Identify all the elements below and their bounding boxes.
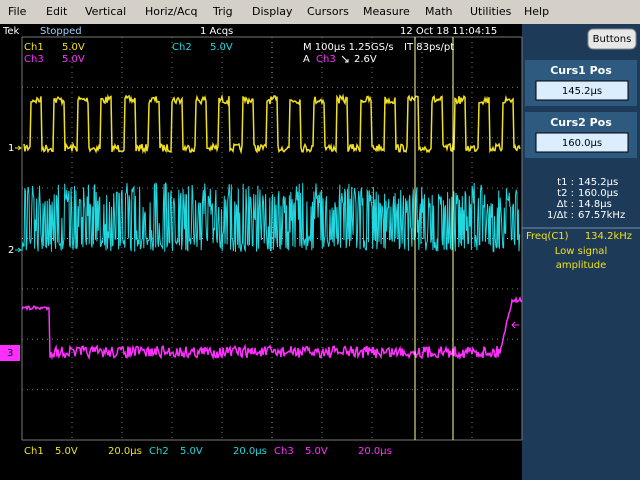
buttons-label[interactable]: Buttons (593, 34, 632, 45)
ch2-scale: 5.0V (210, 42, 233, 53)
ch1-marker: 1 (8, 143, 14, 154)
ch3-waveform (21, 295, 523, 361)
channel-label: Ch1 (24, 446, 44, 457)
acquisitions: 1 Acqs (200, 26, 233, 37)
cursor2-field[interactable] (535, 132, 629, 153)
channel-label: Ch2 (149, 446, 169, 457)
menu-item[interactable]: Edit (46, 5, 68, 18)
menu-item[interactable]: Measure (363, 5, 410, 18)
readout-label: 1/Δt : (547, 210, 574, 221)
channel-time: 20.0µs (358, 446, 392, 457)
ch2-label: Ch2 (172, 42, 192, 53)
channel-time: 20.0µs (108, 446, 142, 457)
freq-note: Low signal (555, 246, 607, 257)
ch3-marker: 3 (7, 348, 13, 359)
readout-value: 145.2µs (578, 177, 618, 188)
readout-value: 67.57kHz (578, 210, 625, 221)
ch2-marker: 2 (8, 245, 14, 256)
timebase: M 100µs 1.25GS/s (303, 42, 394, 53)
readout-label: t1 : (557, 177, 574, 188)
readout-label: t2 : (557, 188, 574, 199)
channel-scale: 5.0V (55, 446, 78, 457)
readout-value: 160.0µs (578, 188, 618, 199)
readout-value: 14.8µs (578, 199, 612, 210)
cursor1-field[interactable] (535, 80, 629, 101)
ch2-arrow (15, 247, 22, 253)
cursor2-value: 160.0µs (562, 138, 602, 149)
freq-value: 134.2kHz (585, 231, 632, 242)
channel-label: Ch3 (274, 446, 294, 457)
menu-bar (0, 0, 640, 24)
menu-item[interactable]: Trig (212, 5, 233, 18)
channel-time: 20.0µs (233, 446, 267, 457)
menu-item[interactable]: Display (252, 5, 293, 18)
resolution: IT 83ps/pt (404, 42, 454, 53)
channel-scale: 5.0V (180, 446, 203, 457)
cursor2-label: Curs2 Pos (550, 116, 612, 129)
channel-scale: 5.0V (305, 446, 328, 457)
status-bar (0, 24, 640, 37)
ch1-waveform (23, 93, 521, 155)
ch3-scale: 5.0V (62, 54, 85, 65)
cursor1-label: Curs1 Pos (550, 64, 612, 77)
menu-item[interactable]: Vertical (85, 5, 126, 18)
buttons-button[interactable] (587, 28, 637, 50)
ch2-waveform (21, 181, 521, 253)
ch3-label: Ch3 (24, 54, 44, 65)
trigger-mode: A (303, 54, 310, 65)
readout-label: Δt : (557, 199, 574, 210)
ch1-label: Ch1 (24, 42, 44, 53)
trigger-slope-icon (341, 55, 349, 63)
menu: File Edit Vertical Horiz/Acq Trig Display Curs… (8, 5, 549, 18)
menu-item[interactable]: Cursors (307, 5, 349, 18)
graticule (21, 36, 523, 441)
freq-note: amplitude (556, 260, 607, 271)
menu-item[interactable]: File (8, 5, 27, 18)
menu-item[interactable]: Help (524, 5, 549, 18)
brand: Tek (2, 26, 20, 37)
channel-summary: Ch1 5.0V 20.0µs Ch2 5.0V 20.0µs Ch3 5.0V 20.0µs (24, 446, 392, 457)
ch1-arrow (15, 145, 22, 151)
trigger-level: 2.6V (354, 54, 377, 65)
menu-item[interactable]: Math (425, 5, 453, 18)
waveforms (21, 93, 523, 361)
run-state: Stopped (40, 26, 82, 37)
cursor1-value: 145.2µs (562, 86, 602, 97)
menu-item[interactable]: Horiz/Acq (145, 5, 197, 18)
freq-label: Freq(C1) (526, 231, 569, 242)
trigger-level-arrow (511, 321, 519, 329)
trigger-source: Ch3 (316, 54, 336, 65)
cursor-readouts: t1 : 145.2µs t2 : 160.0µs Δt : 14.8µs 1/Δt : 67… (547, 177, 625, 221)
ch1-scale: 5.0V (62, 42, 85, 53)
datetime: 12 Oct 18 11:04:15 (400, 26, 497, 37)
ch3-marker-box (0, 345, 20, 361)
menu-item[interactable]: Utilities (470, 5, 512, 18)
